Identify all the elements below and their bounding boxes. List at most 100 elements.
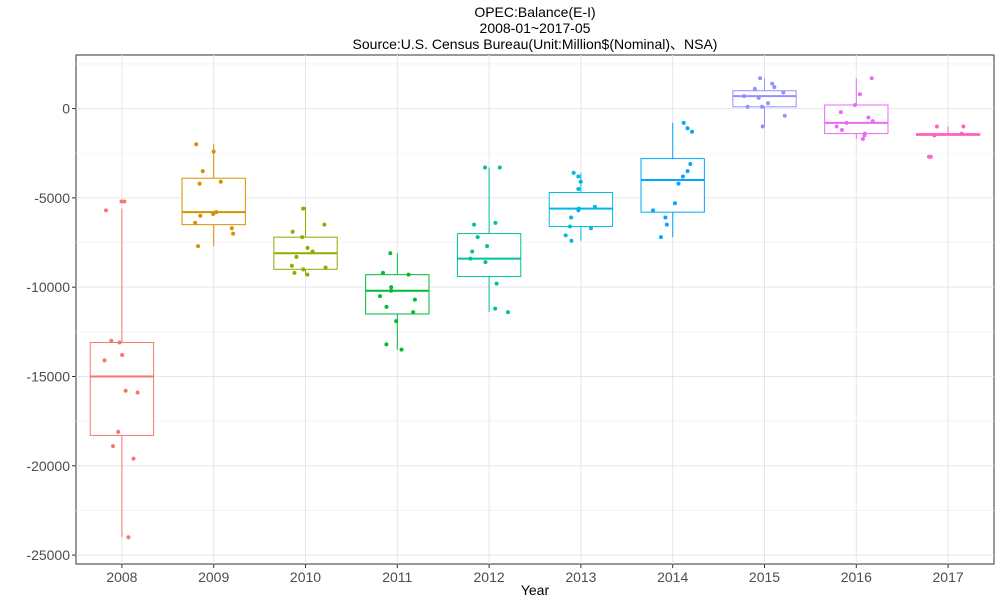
y-tick-label: -5000 [34,190,70,206]
data-point [680,174,685,179]
data-point [869,76,874,81]
box-2012 [456,167,522,313]
data-point [959,131,964,136]
data-point [394,319,399,324]
x-tick-label: 2014 [657,569,688,585]
data-point [772,85,777,90]
data-point [388,251,393,256]
data-point [211,149,216,154]
data-point [406,272,411,277]
box-iqr [365,274,430,315]
data-point [664,222,669,227]
chart-title: OPEC:Balance(E-I) [474,4,596,20]
data-point [120,353,125,358]
data-point [109,338,114,343]
data-point [122,199,127,204]
data-point [860,136,865,141]
box-iqr [824,104,889,135]
data-point [838,110,843,115]
data-point [494,281,499,286]
plot-panel [75,54,995,565]
data-point [305,245,310,250]
data-point [840,128,845,133]
box-2013 [548,172,614,241]
data-point [760,104,765,109]
data-point [475,235,480,240]
data-point [497,165,502,170]
box-iqr [640,158,705,213]
data-point [853,103,858,108]
data-point [196,244,201,249]
y-axis: 0 -5000 -10000 -15000 -20000 -25000 [26,101,76,563]
data-point [870,119,875,124]
data-point [563,233,568,238]
x-tick-label: 2009 [198,569,229,585]
box-2011 [365,253,430,350]
data-point [229,226,234,231]
data-point [571,170,576,175]
data-point [323,265,328,270]
box-iqr [732,90,797,108]
data-point [588,226,593,231]
data-point [756,95,761,100]
data-point [322,222,327,227]
x-tick-label: 2013 [565,569,596,585]
data-point [862,133,867,138]
data-point [483,260,488,265]
data-point [211,211,216,216]
data-point [135,390,140,395]
x-axis-title: Year [521,582,550,598]
x-tick-label: 2015 [749,569,780,585]
box-2008 [89,208,155,538]
data-point [745,104,750,109]
data-point [384,304,389,309]
data-point [685,169,690,174]
data-point [294,254,299,259]
data-point [857,92,862,97]
data-point [310,249,315,254]
data-point [117,340,122,345]
data-point [578,179,583,184]
x-tick-label: 2011 [382,569,412,585]
data-point [300,235,305,240]
data-point [193,220,198,225]
data-point [760,124,765,129]
jitter-points [102,76,966,540]
data-point [658,235,663,240]
data-point [576,186,581,191]
data-point [493,220,498,225]
x-tick-label: 2017 [933,569,964,585]
data-point [782,113,787,118]
data-point [834,124,839,129]
data-point [470,249,475,254]
data-point [688,161,693,166]
data-point [651,208,656,213]
data-point [934,124,939,129]
chart-subtitle-source: Source:U.S. Census Bureau(Unit:Million$(… [352,36,718,52]
data-point [197,181,202,186]
data-point [104,208,109,213]
x-tick-label: 2010 [290,569,321,585]
data-point [468,256,473,261]
y-tick-label: -25000 [26,547,70,563]
data-point [928,154,933,159]
data-point [116,429,121,434]
y-tick-label: -10000 [26,279,70,295]
y-tick-label: 0 [62,101,70,117]
data-point [681,120,686,125]
data-point [569,238,574,243]
data-point [576,174,581,179]
data-point [389,288,394,293]
box-2017 [915,126,981,136]
data-point [568,224,573,229]
box-2015 [732,78,797,127]
y-tick-label: -20000 [26,458,70,474]
data-point [231,231,236,236]
data-point [380,270,385,275]
data-point [690,129,695,134]
data-point [758,76,763,81]
box-iqr [181,177,246,226]
data-point [218,179,223,184]
data-point [119,199,124,204]
data-point [672,201,677,206]
